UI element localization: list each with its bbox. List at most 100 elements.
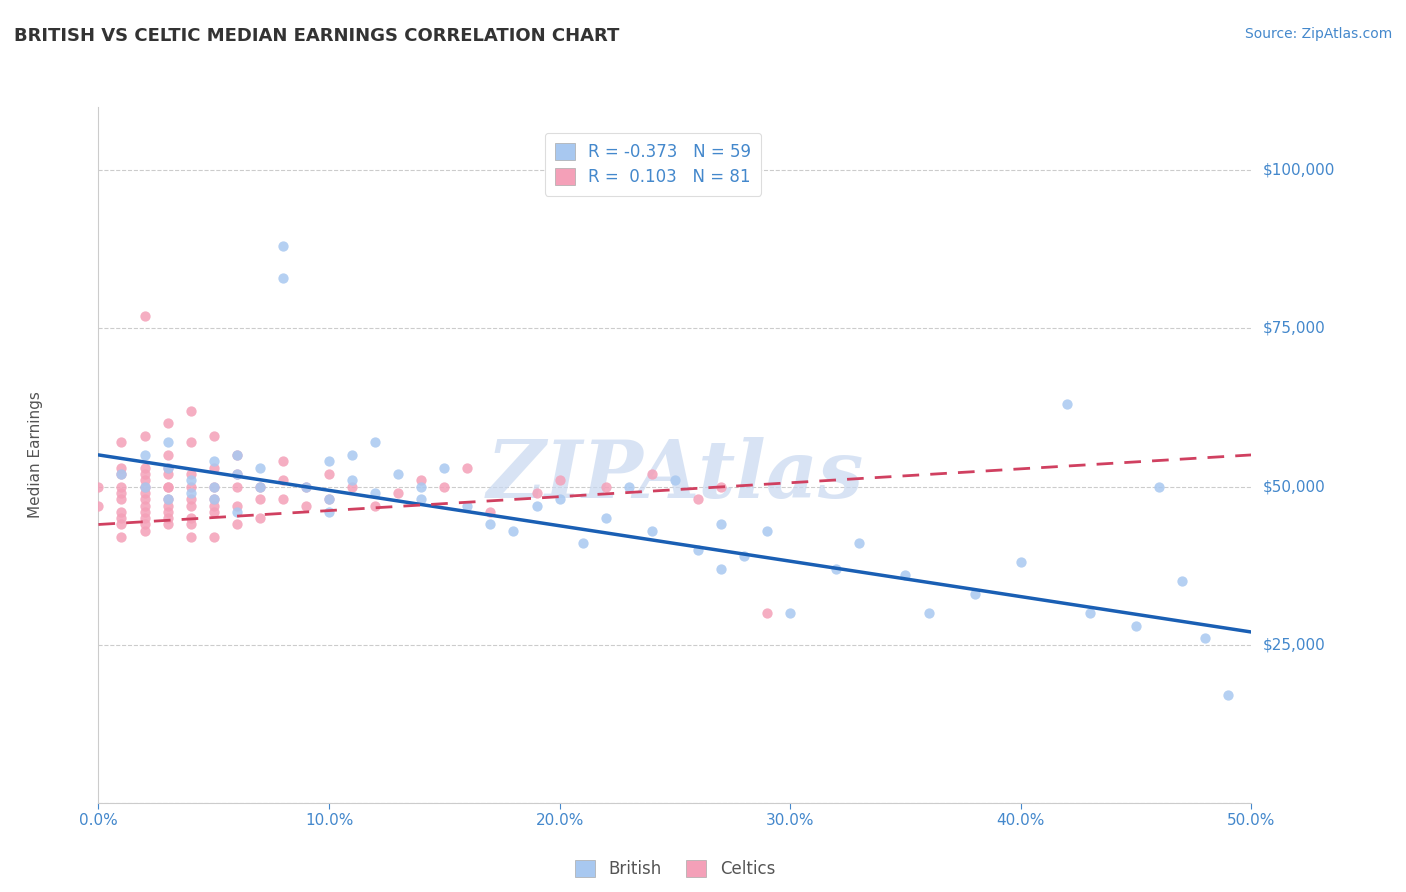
Point <box>156 479 179 493</box>
Point <box>202 479 225 493</box>
Point <box>202 492 225 507</box>
Point <box>110 517 132 532</box>
Point <box>526 486 548 500</box>
Point <box>433 460 456 475</box>
Point <box>710 562 733 576</box>
Point <box>110 467 132 481</box>
Point <box>1078 606 1101 620</box>
Point <box>249 460 271 475</box>
Point <box>318 492 340 507</box>
Point <box>318 505 340 519</box>
Point <box>156 499 179 513</box>
Point <box>110 467 132 481</box>
Point <box>156 435 179 450</box>
Text: $75,000: $75,000 <box>1263 321 1326 336</box>
Point <box>571 536 593 550</box>
Point <box>1010 556 1032 570</box>
Point <box>894 568 917 582</box>
Point <box>134 524 156 538</box>
Point <box>756 606 779 620</box>
Text: Source: ZipAtlas.com: Source: ZipAtlas.com <box>1244 27 1392 41</box>
Point <box>180 435 202 450</box>
Point <box>963 587 986 601</box>
Point <box>180 479 202 493</box>
Point <box>180 492 202 507</box>
Point <box>180 530 202 544</box>
Point <box>156 460 179 475</box>
Point <box>387 486 409 500</box>
Point <box>411 473 433 487</box>
Point <box>479 505 502 519</box>
Point <box>156 467 179 481</box>
Point <box>156 492 179 507</box>
Point <box>318 467 340 481</box>
Text: Median Earnings: Median Earnings <box>28 392 42 518</box>
Point <box>202 499 225 513</box>
Text: BRITISH VS CELTIC MEDIAN EARNINGS CORRELATION CHART: BRITISH VS CELTIC MEDIAN EARNINGS CORREL… <box>14 27 620 45</box>
Text: $50,000: $50,000 <box>1263 479 1326 494</box>
Point <box>180 486 202 500</box>
Point <box>295 499 318 513</box>
Point <box>110 530 132 544</box>
Point <box>271 270 294 285</box>
Point <box>295 479 318 493</box>
Point <box>110 460 132 475</box>
Point <box>411 492 433 507</box>
Point <box>134 479 156 493</box>
Point <box>134 448 156 462</box>
Point <box>502 524 524 538</box>
Point <box>340 448 363 462</box>
Point <box>180 467 202 481</box>
Point <box>110 492 132 507</box>
Point <box>318 454 340 468</box>
Text: $100,000: $100,000 <box>1263 163 1334 178</box>
Point <box>779 606 801 620</box>
Point <box>110 505 132 519</box>
Point <box>134 511 156 525</box>
Point <box>134 492 156 507</box>
Point <box>848 536 870 550</box>
Point <box>110 486 132 500</box>
Point <box>387 467 409 481</box>
Point <box>134 505 156 519</box>
Point <box>340 479 363 493</box>
Point <box>134 486 156 500</box>
Point <box>180 499 202 513</box>
Point <box>225 517 247 532</box>
Point <box>1125 618 1147 632</box>
Point <box>479 517 502 532</box>
Point <box>686 542 709 557</box>
Point <box>225 467 247 481</box>
Point <box>110 435 132 450</box>
Point <box>1147 479 1170 493</box>
Point <box>456 499 478 513</box>
Point <box>364 486 387 500</box>
Point <box>156 448 179 462</box>
Point <box>202 530 225 544</box>
Point <box>225 448 247 462</box>
Point <box>202 479 225 493</box>
Point <box>225 479 247 493</box>
Legend: British, Celtics: British, Celtics <box>568 854 782 885</box>
Point <box>156 479 179 493</box>
Point <box>710 479 733 493</box>
Point <box>225 499 247 513</box>
Point <box>641 467 664 481</box>
Point <box>202 454 225 468</box>
Point <box>318 492 340 507</box>
Point <box>225 448 247 462</box>
Point <box>1171 574 1194 589</box>
Point <box>617 479 640 493</box>
Point <box>156 505 179 519</box>
Text: $25,000: $25,000 <box>1263 637 1326 652</box>
Point <box>686 492 709 507</box>
Point <box>156 492 179 507</box>
Point <box>110 479 132 493</box>
Point <box>364 435 387 450</box>
Point <box>364 499 387 513</box>
Point <box>110 511 132 525</box>
Point <box>134 517 156 532</box>
Point <box>756 524 779 538</box>
Point <box>87 499 110 513</box>
Point <box>134 467 156 481</box>
